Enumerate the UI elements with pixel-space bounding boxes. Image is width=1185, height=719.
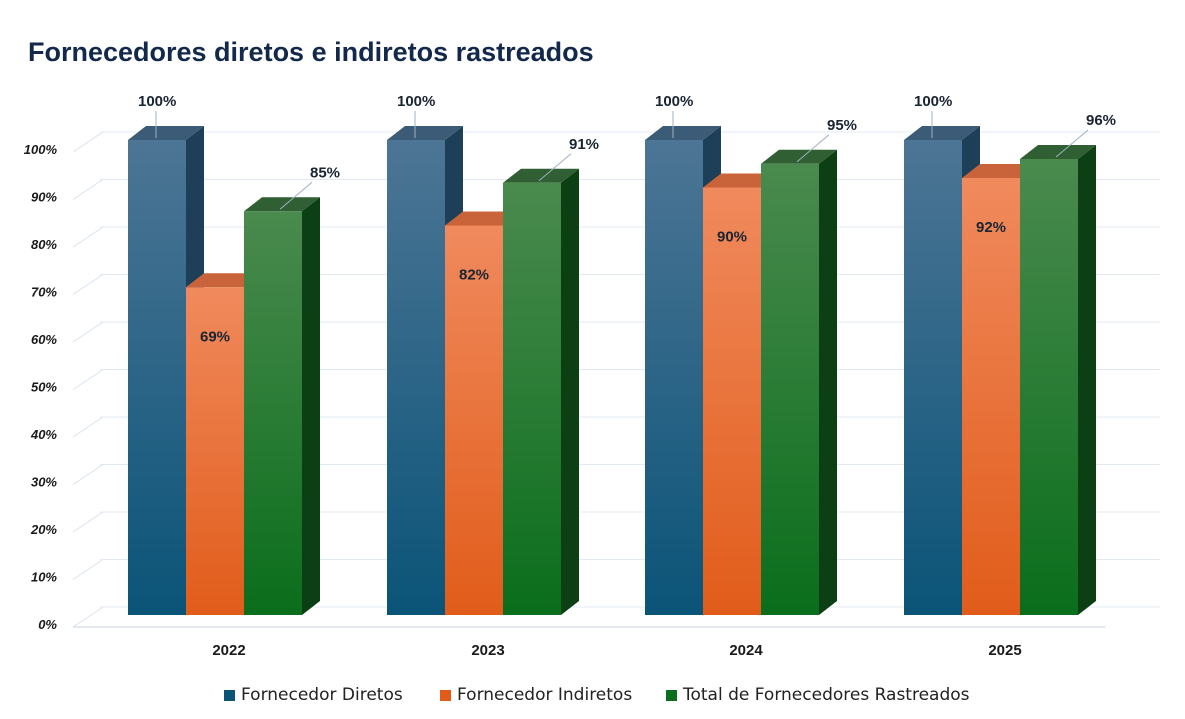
- bar-front: [244, 211, 302, 615]
- y-tick-label: 0%: [38, 617, 57, 632]
- gridline-tick: [72, 606, 104, 628]
- bar-top: [186, 273, 262, 288]
- bar-front: [761, 163, 819, 615]
- y-tick-label: 50%: [31, 380, 57, 395]
- y-axis-ticks: 0% 10% 20% 30% 40% 50% 60% 70% 80% 90% 100%: [24, 142, 58, 632]
- bar-front: [186, 287, 244, 615]
- bar-front: [645, 140, 703, 615]
- gridline-tick: [72, 226, 104, 248]
- bar-top: [904, 126, 980, 140]
- x-tick-label: 2025: [988, 642, 1021, 659]
- leader-line: [1055, 129, 1089, 158]
- y-tick-label: 20%: [30, 522, 57, 537]
- bar-top: [1020, 145, 1096, 159]
- legend-swatch: [666, 690, 677, 701]
- y-tick-label: 10%: [31, 570, 57, 585]
- gridline-tick: [72, 416, 104, 438]
- leader-line: [796, 134, 830, 163]
- bar-top: [761, 149, 837, 164]
- leader-line: [279, 181, 313, 210]
- gridline-tick: [72, 464, 104, 485]
- data-label: 82%: [459, 267, 489, 284]
- bar-side: [819, 149, 837, 615]
- leader-line: [538, 153, 572, 182]
- bar-top: [445, 211, 521, 226]
- x-tick-label: 2023: [471, 642, 504, 659]
- bar-2025-2: [1020, 145, 1096, 615]
- bar-front: [703, 187, 761, 615]
- data-label: 100%: [397, 93, 435, 110]
- bar-front: [128, 140, 186, 615]
- bar-front: [962, 178, 1020, 615]
- bar-top: [503, 168, 579, 183]
- gridline-tick: [72, 559, 104, 580]
- bar-front: [1020, 159, 1078, 615]
- y-tick-label: 90%: [31, 190, 57, 205]
- x-axis-ticks: 2022 2023 2024 2025: [212, 642, 1021, 659]
- legend-item: Fornecedor Diretos: [224, 685, 403, 705]
- legend-label: Fornecedor Diretos: [241, 685, 403, 705]
- legend-swatch: [440, 690, 451, 701]
- bar-front: [904, 140, 962, 615]
- y-tick-label: 60%: [31, 332, 57, 347]
- data-label: 69%: [200, 328, 230, 345]
- y-tick-label: 80%: [31, 237, 57, 252]
- y-tick-label: 70%: [31, 285, 57, 300]
- gridline-tick: [72, 321, 104, 343]
- bar-2024-2: [761, 149, 837, 615]
- bar-top: [703, 173, 779, 188]
- data-label: 100%: [655, 93, 693, 110]
- bar-side: [1078, 145, 1096, 615]
- legend-label: Total de Fornecedores Rastreados: [682, 685, 970, 705]
- x-tick-label: 2024: [729, 642, 763, 659]
- bar-side: [302, 197, 320, 615]
- y-tick-label: 30%: [31, 475, 57, 490]
- legend-item: Total de Fornecedores Rastreados: [666, 685, 970, 705]
- legend-swatch: [224, 690, 235, 701]
- bar-top: [244, 197, 320, 212]
- bar-front: [387, 140, 445, 615]
- bar-front: [445, 225, 503, 615]
- bar-top: [645, 126, 721, 140]
- bar-front: [503, 182, 561, 615]
- data-label: 90%: [717, 229, 747, 246]
- bar-side: [561, 168, 579, 615]
- gridline-tick: [72, 131, 104, 153]
- data-label: 92%: [976, 219, 1006, 236]
- gridline-tick: [72, 274, 104, 295]
- legend-item: Fornecedor Indiretos: [440, 685, 632, 705]
- bar-top: [387, 126, 463, 140]
- data-label: 85%: [310, 164, 340, 181]
- y-tick-label: 40%: [30, 427, 57, 442]
- legend-label: Fornecedor Indiretos: [457, 685, 632, 705]
- data-label: 91%: [569, 136, 599, 153]
- gridline-tick: [72, 369, 104, 390]
- gridline-tick: [72, 179, 104, 200]
- gridline-tick: [72, 511, 104, 533]
- bar-2022-2: [244, 197, 320, 615]
- bar-2023-2: [503, 168, 579, 615]
- x-tick-label: 2022: [212, 642, 245, 659]
- bar-top: [128, 126, 204, 140]
- y-tick-label: 100%: [24, 142, 58, 157]
- bar-top: [962, 164, 1038, 178]
- data-label: 100%: [138, 93, 176, 110]
- legend: Fornecedor Diretos Fornecedor Indiretos To…: [224, 685, 970, 705]
- bars: [128, 126, 1096, 615]
- data-labels: 100% 69% 85% 100% 82% 91% 100% 90% 95% 100% 92% 96%: [138, 93, 1116, 345]
- chart-title: Fornecedores diretos e indiretos rastrea…: [28, 37, 594, 67]
- data-label: 95%: [827, 117, 857, 134]
- data-label: 100%: [914, 93, 952, 110]
- data-label: 96%: [1086, 112, 1116, 129]
